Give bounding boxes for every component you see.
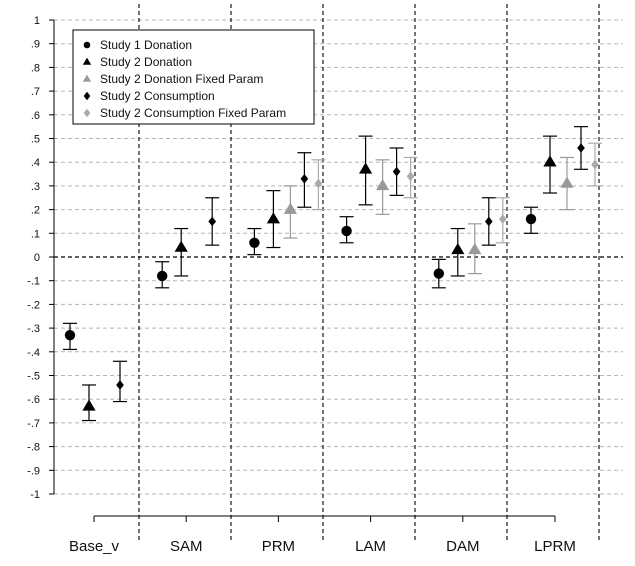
legend-entry-label: Study 1 Donation bbox=[100, 38, 192, 52]
data-point-diamond bbox=[300, 173, 309, 184]
legend-entry-label: Study 2 Consumption bbox=[100, 89, 215, 103]
legend: Study 1 Donation Study 2 Donation Study 2 … bbox=[72, 29, 315, 125]
legend-entry-label: Study 2 Donation bbox=[100, 55, 192, 69]
data-point-diamond bbox=[83, 108, 91, 118]
y-tick-label: -.8 bbox=[27, 442, 40, 454]
data-point-diamond bbox=[577, 143, 585, 153]
category-label: LPRM bbox=[534, 538, 576, 555]
data-point-triangle bbox=[451, 242, 465, 255]
y-tick-label: .8 bbox=[31, 62, 40, 74]
legend-box bbox=[72, 29, 315, 125]
y-tick-label: .3 bbox=[31, 181, 40, 193]
y-tick-label: -.6 bbox=[27, 394, 40, 406]
y-tick-label: -1 bbox=[30, 489, 40, 501]
y-tick-label: -.2 bbox=[27, 299, 40, 311]
data-point-circle bbox=[157, 270, 168, 282]
y-tick-label: -.5 bbox=[27, 371, 40, 383]
data-point-triangle bbox=[468, 242, 482, 255]
data-point-diamond bbox=[392, 166, 401, 177]
data-point-diamond bbox=[314, 178, 323, 189]
y-axis-ticks: -1 -.9 -.8 -.7 -.6 -.5 -.4 -.3 -.2 -.1 0 .1 .2 .3 .4 .5… bbox=[27, 15, 54, 501]
series-group bbox=[311, 142, 602, 244]
y-tick-label: -.7 bbox=[27, 418, 40, 430]
data-point-triangle bbox=[543, 155, 557, 167]
y-tick-label: -.4 bbox=[27, 347, 40, 359]
series-group bbox=[63, 206, 538, 351]
y-tick-label: .4 bbox=[31, 157, 40, 169]
y-tick-label: 0 bbox=[34, 252, 40, 264]
data-point-circle bbox=[525, 213, 537, 225]
category-label: DAM bbox=[446, 538, 479, 555]
series-group bbox=[82, 135, 557, 422]
category-label: Base_v bbox=[69, 538, 120, 555]
data-point-diamond bbox=[406, 171, 415, 182]
legend-entry-label: Study 2 Consumption Fixed Param bbox=[100, 106, 286, 120]
y-tick-label: .7 bbox=[31, 86, 40, 98]
data-point-triangle bbox=[359, 162, 373, 174]
y-tick-label: -.9 bbox=[27, 465, 40, 477]
legend-entry-label: Study 2 Donation Fixed Param bbox=[100, 72, 263, 86]
data-point-circle bbox=[64, 330, 76, 341]
data-point-triangle bbox=[82, 399, 96, 411]
data-point-diamond bbox=[116, 380, 124, 390]
y-tick-label: .5 bbox=[31, 134, 40, 146]
data-marks bbox=[63, 126, 602, 422]
series-group bbox=[113, 126, 588, 403]
data-point-circle bbox=[433, 268, 444, 279]
y-tick-label: -.3 bbox=[27, 323, 40, 335]
category-label: LAM bbox=[355, 538, 386, 555]
data-point-triangle bbox=[266, 212, 280, 224]
series-group bbox=[283, 156, 574, 275]
data-point-diamond bbox=[83, 91, 91, 101]
y-tick-label: .6 bbox=[31, 110, 40, 122]
data-point-triangle bbox=[376, 178, 390, 191]
data-point-circle bbox=[341, 225, 352, 237]
data-point-diamond bbox=[484, 216, 493, 227]
x-axis-ticks: Base_v SAM PRM LAM DAM LPRM bbox=[69, 516, 576, 555]
data-point-triangle bbox=[560, 176, 574, 188]
category-label: PRM bbox=[262, 538, 295, 555]
data-point-triangle bbox=[82, 74, 92, 82]
category-label: SAM bbox=[170, 538, 203, 555]
data-point-triangle bbox=[174, 240, 188, 252]
data-point-circle bbox=[249, 237, 260, 248]
y-tick-label: -.1 bbox=[27, 276, 40, 288]
y-tick-label: 1 bbox=[34, 15, 40, 27]
data-point-diamond bbox=[208, 216, 217, 227]
data-point-circle bbox=[83, 41, 91, 49]
data-point-triangle bbox=[283, 202, 297, 214]
data-point-triangle bbox=[82, 57, 92, 65]
data-point-diamond bbox=[591, 159, 599, 170]
category-dividers bbox=[138, 4, 600, 540]
y-tick-label: .2 bbox=[31, 205, 40, 217]
y-tick-label: .1 bbox=[31, 228, 40, 240]
data-point-diamond bbox=[498, 214, 507, 224]
y-tick-label: .9 bbox=[31, 39, 40, 51]
